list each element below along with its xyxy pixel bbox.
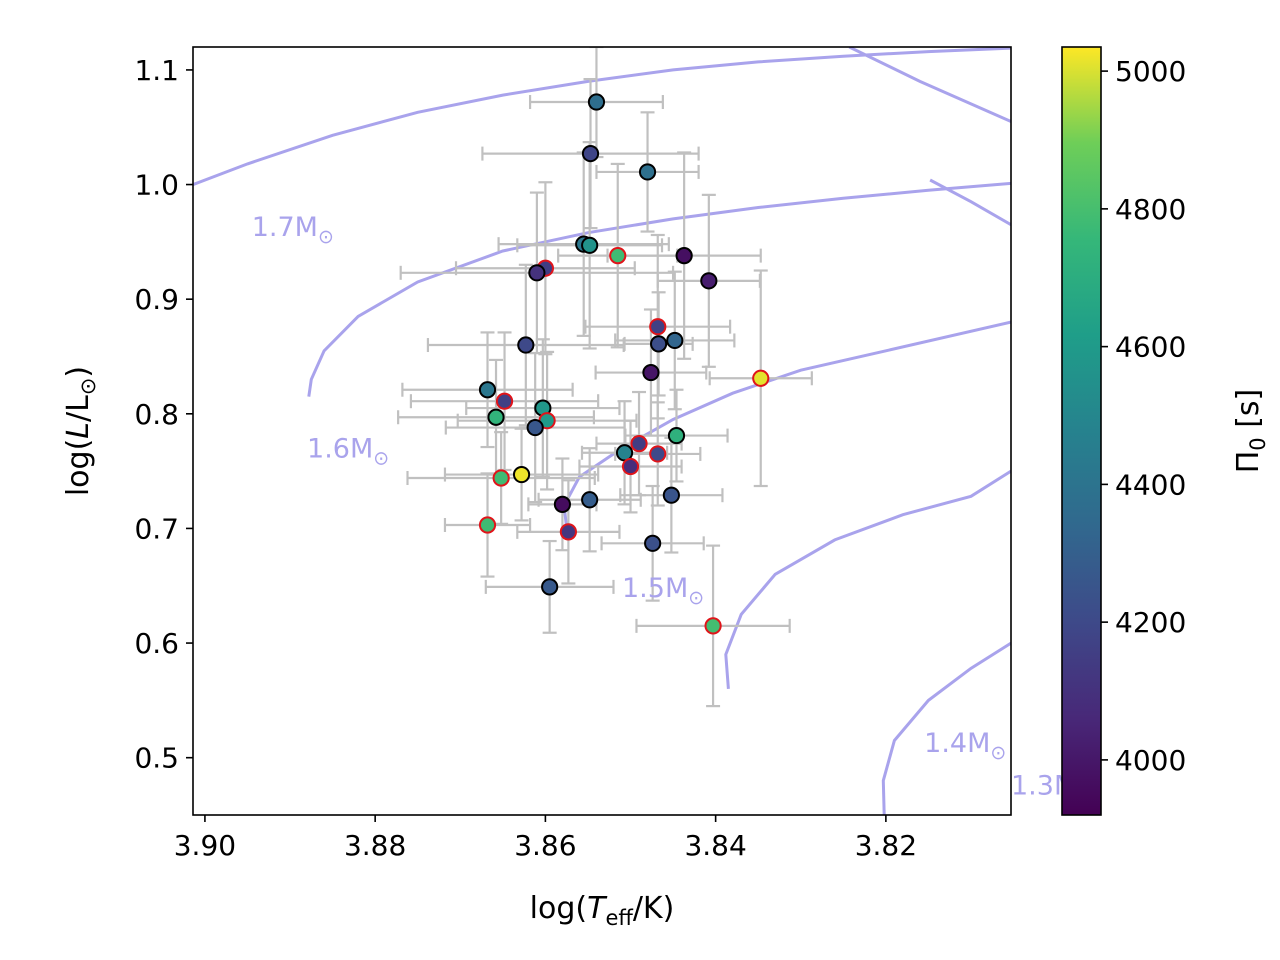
data-point-28 [492, 469, 510, 487]
data-point-36 [704, 617, 722, 635]
data-point-29 [553, 495, 572, 513]
data-point-22 [667, 426, 686, 445]
data-point-33 [559, 523, 577, 541]
track-line-2 [307, 181, 1011, 397]
data-point-26 [621, 457, 640, 476]
y-tick-label-4: 0.9 [134, 283, 179, 316]
colorbar-tick-label-5: 5000 [1115, 55, 1186, 88]
track-label-0: 1.7M⊙ [252, 212, 334, 248]
y-tick-label-0: 0.5 [134, 742, 179, 775]
data-point-10 [649, 318, 667, 336]
data-point-15 [752, 369, 770, 387]
data-point-35 [541, 578, 559, 596]
colorbar-tick-label-3: 4600 [1115, 331, 1186, 364]
y-axis-label: log(L/L⊙) [61, 366, 100, 496]
colorbar-label: Π0 [s] [1231, 389, 1270, 474]
x-tick-label-1: 3.88 [344, 829, 406, 862]
x-tick-label-4: 3.82 [855, 829, 917, 862]
x-axis-ticks: 3.90 3.88 3.86 3.84 3.82 [174, 815, 917, 862]
colorbar-ticks: 4000 4200 4400 4600 4800 5000 [1101, 55, 1186, 777]
colorbar-tick-label-1: 4200 [1115, 606, 1186, 639]
data-point-5 [609, 247, 627, 265]
data-point-9 [700, 272, 718, 290]
data-points [478, 93, 770, 635]
data-point-17 [495, 392, 514, 410]
track-line-5 [724, 469, 1011, 690]
track-line-3 [929, 178, 1011, 227]
y-tick-label-6: 1.1 [134, 54, 179, 87]
colorbar [1061, 46, 1102, 816]
data-point-16 [478, 381, 497, 399]
data-point-30 [581, 491, 599, 509]
colorbar-tick-label-2: 4400 [1115, 468, 1186, 501]
data-point-21 [526, 418, 544, 437]
x-tick-label-3: 3.84 [684, 829, 746, 862]
plot-frame [192, 46, 1012, 816]
data-point-34 [644, 534, 662, 552]
track-label-4: 1.5M⊙ [622, 573, 704, 609]
data-point-14 [642, 363, 660, 382]
track-line-6 [881, 641, 1011, 815]
y-axis-ticks: 0.5 0.6 0.7 0.8 0.9 1.0 1.1 [134, 54, 193, 775]
track-line-0 [193, 47, 1011, 187]
data-point-31 [662, 486, 680, 504]
data-point-19 [487, 408, 505, 426]
x-tick-label-2: 3.86 [514, 829, 576, 862]
data-point-12 [650, 335, 668, 353]
data-point-25 [649, 445, 667, 463]
y-tick-label-3: 0.8 [134, 398, 179, 431]
data-point-2 [638, 163, 657, 181]
data-point-13 [517, 336, 535, 354]
colorbar-tick-label-0: 4000 [1115, 744, 1186, 777]
x-tick-label-0: 3.90 [174, 829, 236, 862]
evolutionary-tracks [193, 47, 1011, 815]
y-tick-label-5: 1.0 [134, 169, 179, 202]
y-tick-label-1: 0.6 [134, 627, 179, 660]
colorbar-tick-label-4: 4800 [1115, 193, 1186, 226]
data-point-0 [587, 93, 606, 111]
track-label-2: 1.6M⊙ [307, 433, 389, 469]
track-label-5: 1.4M⊙ [924, 728, 1006, 764]
data-point-6 [675, 247, 693, 265]
data-point-32 [478, 516, 497, 534]
data-point-23 [630, 435, 648, 453]
data-point-1 [581, 145, 600, 163]
y-tick-label-2: 0.7 [134, 512, 179, 545]
data-point-27 [512, 465, 531, 484]
data-point-8 [528, 264, 546, 282]
track-line-1 [848, 47, 1011, 123]
data-point-11 [666, 331, 684, 350]
data-point-4 [581, 236, 599, 254]
x-axis-label: log(Teff/K) [530, 891, 675, 930]
error-bars [397, 47, 813, 708]
